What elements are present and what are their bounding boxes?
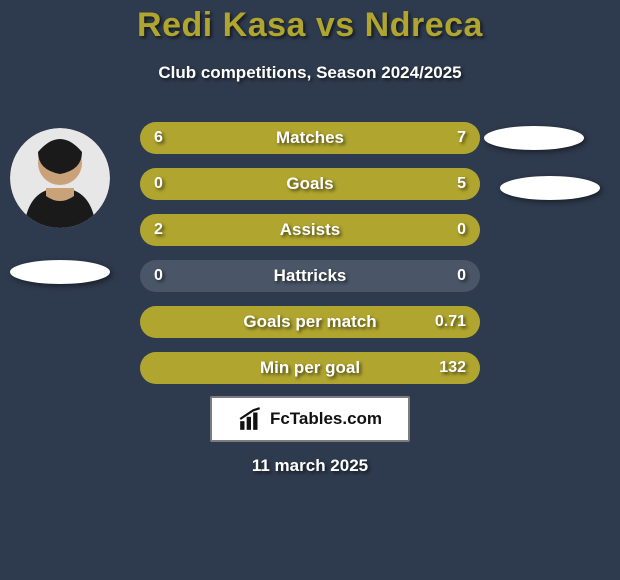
shadow-ellipse-right-2 xyxy=(500,176,600,200)
avatar-placeholder-icon xyxy=(10,128,110,228)
stat-bars: 67Matches 05Goals 20Assists 00Hattricks 0.71… xyxy=(140,122,480,398)
title: Redi Kasa vs Ndreca xyxy=(0,6,620,45)
brand-text: FcTables.com xyxy=(270,409,382,429)
shadow-ellipse-right-1 xyxy=(484,126,584,150)
stat-label: Goals xyxy=(140,168,480,200)
stat-label: Assists xyxy=(140,214,480,246)
stat-bar: 0.71Goals per match xyxy=(140,306,480,338)
stat-bar: 05Goals xyxy=(140,168,480,200)
stat-label: Goals per match xyxy=(140,306,480,338)
stat-bar: 67Matches xyxy=(140,122,480,154)
stat-label: Matches xyxy=(140,122,480,154)
stat-bar: 00Hattricks xyxy=(140,260,480,292)
shadow-ellipse-left xyxy=(10,260,110,284)
comparison-card: Redi Kasa vs Ndreca Club competitions, S… xyxy=(0,0,620,580)
stat-bar: 20Assists xyxy=(140,214,480,246)
date-text: 11 march 2025 xyxy=(0,456,620,476)
stat-bar: 132Min per goal xyxy=(140,352,480,384)
player-left-avatar xyxy=(10,128,110,228)
stat-label: Min per goal xyxy=(140,352,480,384)
stat-label: Hattricks xyxy=(140,260,480,292)
subtitle: Club competitions, Season 2024/2025 xyxy=(0,63,620,83)
brand-badge: FcTables.com xyxy=(210,396,410,442)
brand-logo-icon xyxy=(238,406,264,432)
